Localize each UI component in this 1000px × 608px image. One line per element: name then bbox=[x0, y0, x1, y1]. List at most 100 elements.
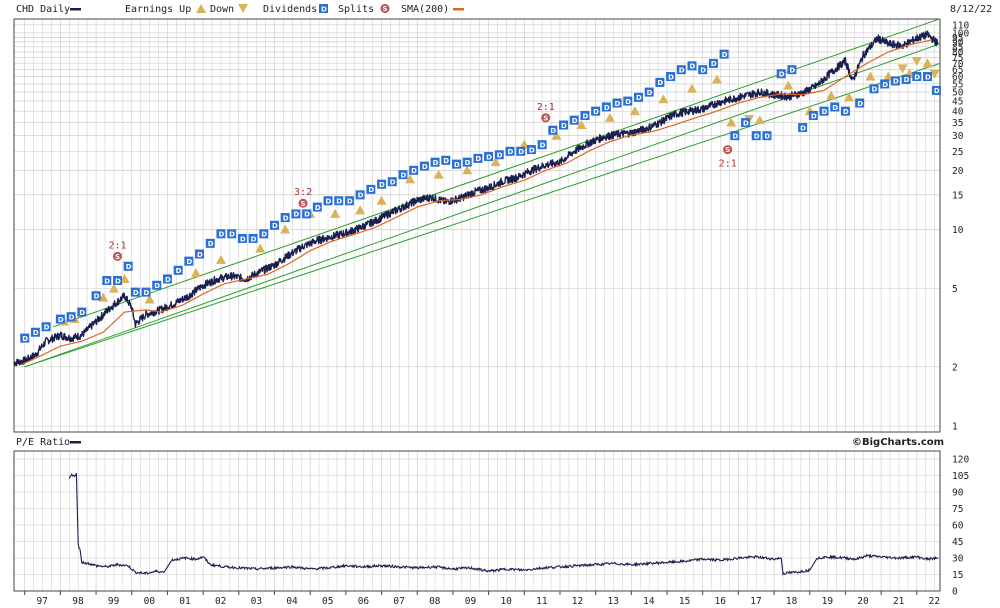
dividend-marker-box bbox=[66, 312, 76, 322]
price-y-tick-label: 75 bbox=[952, 53, 963, 64]
triangle-up-icon bbox=[433, 169, 444, 179]
trend-channel-line bbox=[53, 18, 941, 328]
dividend-marker-letter: D bbox=[550, 127, 556, 135]
dividend-marker-box bbox=[676, 65, 686, 75]
price-y-tick-label: 35 bbox=[952, 118, 963, 129]
triangle-up-icon bbox=[98, 292, 109, 302]
dividend-marker-box bbox=[890, 76, 900, 86]
dividend-marker-box bbox=[787, 65, 797, 75]
D-square-icon: D bbox=[344, 196, 354, 206]
D-square-icon: D bbox=[302, 209, 312, 219]
dividend-marker-box bbox=[730, 131, 740, 141]
D-square-icon: D bbox=[441, 155, 451, 165]
D-square-icon: D bbox=[195, 249, 205, 259]
dividend-marker-box bbox=[869, 84, 879, 94]
x-tick-label: 16 bbox=[715, 596, 727, 607]
dividend-marker-box bbox=[141, 287, 151, 297]
dividend-marker-letter: D bbox=[843, 108, 849, 116]
dividend-marker-box bbox=[819, 106, 829, 116]
splits-label: Splits bbox=[338, 4, 374, 15]
D-square-icon: D bbox=[819, 106, 829, 116]
dividend-marker-letter: D bbox=[925, 73, 931, 81]
D-square-icon: D bbox=[162, 274, 172, 284]
date-label: 8/12/22 bbox=[950, 4, 992, 15]
pe-y-tick-label: 120 bbox=[952, 455, 969, 466]
pe-y-axis: 0 15 30 45 60 75 90 105 120 bbox=[952, 455, 969, 598]
D-square-icon: D bbox=[409, 165, 419, 175]
dividend-marker-letter: D bbox=[240, 235, 246, 243]
dividend-marker-letter: D bbox=[133, 289, 139, 297]
dividend-marker-box bbox=[30, 327, 40, 337]
dividend-marker-box bbox=[751, 131, 761, 141]
D-square-icon: D bbox=[91, 291, 101, 301]
dividend-marker-letter: D bbox=[326, 198, 332, 206]
earnings-up-label: Earnings Up bbox=[125, 4, 191, 15]
dividend-marker-letter: D bbox=[518, 148, 524, 156]
x-tick-label: 04 bbox=[286, 596, 298, 607]
D-square-icon: D bbox=[248, 233, 258, 243]
pe-legend-swatch bbox=[70, 441, 81, 444]
D-square-icon: D bbox=[741, 118, 751, 127]
triangle-up-icon bbox=[108, 283, 119, 293]
dividend-marker-box bbox=[77, 307, 87, 317]
dividend-marker-letter: D bbox=[486, 153, 492, 161]
price-series-group bbox=[13, 30, 939, 367]
dividend-marker-letter: D bbox=[186, 258, 192, 266]
trend-channel-line bbox=[24, 62, 941, 368]
triangle-up-icon bbox=[119, 273, 130, 283]
dividend-marker-box bbox=[830, 102, 840, 112]
price-y-tick-label: 85 bbox=[952, 42, 963, 53]
D-square-icon: D bbox=[666, 72, 676, 81]
dividend-marker-letter: D bbox=[22, 335, 28, 343]
dividend-marker-letter: D bbox=[229, 231, 235, 239]
pe-y-tick-label: 15 bbox=[952, 570, 963, 581]
D-square-icon: D bbox=[591, 106, 601, 116]
dividend-marker-letter: D bbox=[165, 276, 171, 284]
dividend-marker-letter: D bbox=[832, 104, 838, 112]
triangle-down-icon bbox=[929, 69, 940, 79]
dividend-marker-box bbox=[548, 125, 558, 135]
D-square-icon: D bbox=[901, 74, 911, 84]
dividend-marker-box bbox=[762, 131, 772, 141]
D-square-icon: D bbox=[77, 307, 87, 317]
triangle-up-icon bbox=[519, 139, 530, 149]
dividend-marker-letter: D bbox=[679, 66, 685, 74]
price-y-tick-label: 50 bbox=[952, 88, 964, 99]
dividend-marker-letter: D bbox=[347, 198, 353, 206]
dividend-marker-letter: D bbox=[711, 60, 717, 68]
dividend-marker-letter: D bbox=[647, 89, 653, 97]
triangle-down-icon bbox=[897, 64, 908, 74]
dividend-marker-box bbox=[195, 249, 205, 259]
dividend-marker-letter: D bbox=[358, 192, 364, 200]
price-y-tick-label: 1 bbox=[952, 422, 958, 433]
pe-y-tick-label: 0 bbox=[952, 587, 958, 598]
price-y-tick-label: 25 bbox=[952, 147, 963, 158]
dividend-marker-box bbox=[569, 115, 579, 125]
dividend-marker-letter: D bbox=[636, 94, 642, 102]
dividend-marker-box bbox=[409, 165, 419, 175]
dividend-marker-letter: D bbox=[336, 198, 342, 206]
D-square-icon: D bbox=[719, 49, 729, 59]
pe-y-tick-label: 105 bbox=[952, 471, 969, 482]
D-square-icon: D bbox=[430, 157, 440, 167]
dividend-marker-box bbox=[687, 61, 697, 71]
dividend-marker-letter: D bbox=[115, 277, 121, 285]
dividend-marker-letter: D bbox=[754, 132, 760, 140]
dividend-marker-box bbox=[644, 87, 654, 97]
D-square-icon: D bbox=[55, 314, 65, 324]
D-square-icon: D bbox=[730, 131, 740, 141]
triangle-up-icon bbox=[629, 106, 640, 116]
dividend-marker-box bbox=[184, 256, 194, 266]
D-square-icon: D bbox=[494, 150, 504, 160]
triangle-up-icon bbox=[551, 130, 562, 140]
price-legend-swatch bbox=[70, 8, 81, 11]
dividend-marker-box bbox=[430, 157, 440, 167]
dividend-marker-box bbox=[419, 161, 429, 171]
D-square-icon: D bbox=[644, 87, 654, 97]
split-ratio-label: 3:2 bbox=[294, 187, 312, 198]
D-square-icon: D bbox=[569, 115, 579, 125]
D-square-icon: D bbox=[808, 111, 818, 120]
dividend-marker-letter: D bbox=[822, 108, 828, 116]
symbol-label: CHD Daily bbox=[16, 4, 70, 15]
x-tick-label: 99 bbox=[108, 596, 120, 607]
